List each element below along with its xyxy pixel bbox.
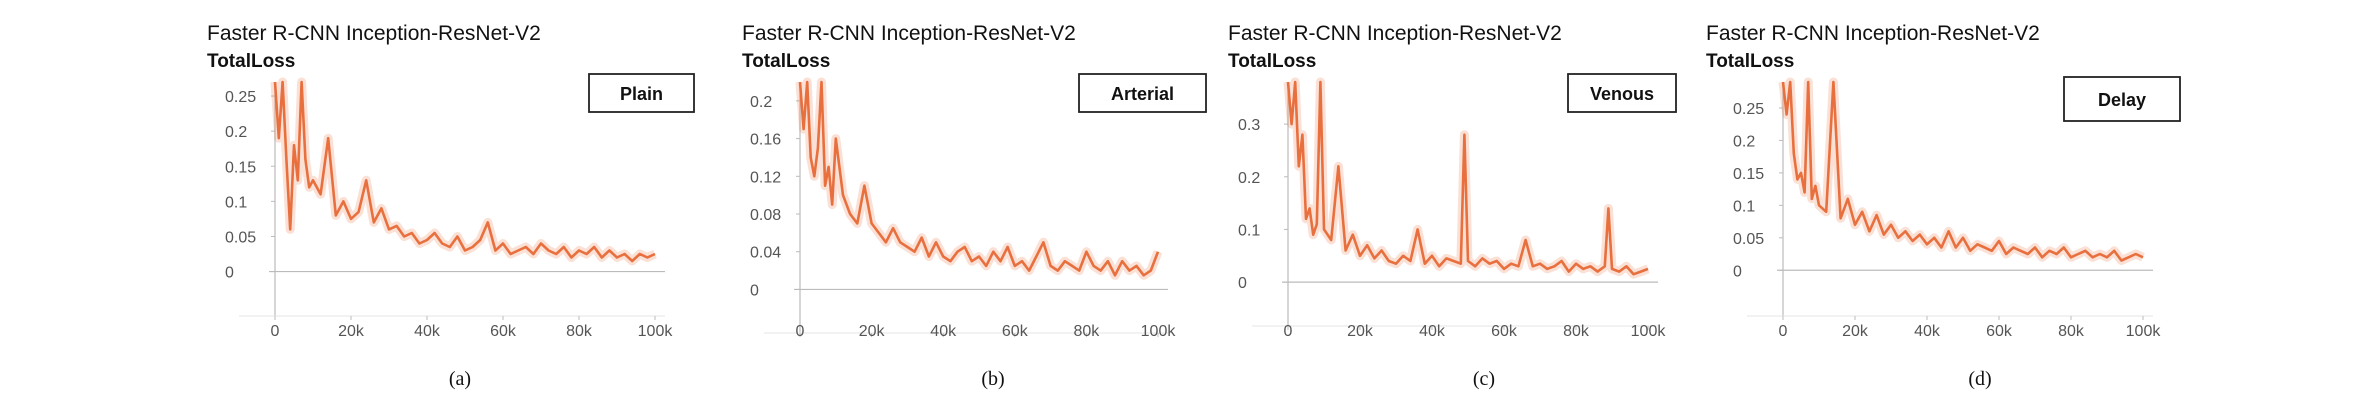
x-tick-label: 0 xyxy=(271,323,280,340)
y-tick-label: 0.2 xyxy=(750,94,772,111)
x-tick-label: 0 xyxy=(1779,323,1788,340)
y-tick-label: 0.1 xyxy=(225,194,247,211)
x-tick-label: 20k xyxy=(1842,323,1869,340)
x-tick-label: 20k xyxy=(859,323,886,340)
x-tick-label: 80k xyxy=(1563,323,1590,340)
x-tick-label: 80k xyxy=(1074,323,1101,340)
y-tick-label: 0.15 xyxy=(225,159,256,176)
x-tick-label: 0 xyxy=(796,323,805,340)
y-tick-label: 0 xyxy=(1733,263,1742,280)
x-tick-label: 80k xyxy=(566,323,593,340)
y-tick-label: 0.08 xyxy=(750,207,781,224)
y-tick-label: 0.25 xyxy=(1733,101,1764,118)
y-tick-label: 0.25 xyxy=(225,89,256,106)
legend-label: Plain xyxy=(620,84,663,104)
legend-box xyxy=(1567,73,1677,113)
legend-label: Delay xyxy=(2098,90,2146,110)
series-line xyxy=(273,80,656,263)
x-tick-label: 100k xyxy=(1141,323,1177,340)
chart-title: Faster R-CNN Inception-ResNet-V2 xyxy=(1228,22,1562,45)
chart-panel-d: Faster R-CNN Inception-ResNet-V2 TotalLos… xyxy=(1706,22,2181,390)
y-tick-label: 0.04 xyxy=(750,245,781,262)
chart-panel-b: Faster R-CNN Inception-ResNet-V2 TotalLos… xyxy=(742,22,1207,390)
x-tick-label: 80k xyxy=(2058,323,2085,340)
chart-title: Faster R-CNN Inception-ResNet-V2 xyxy=(207,22,541,45)
y-tick-label: 0.05 xyxy=(225,229,256,246)
panel-caption: (d) xyxy=(1968,368,1991,390)
x-tick-label: 20k xyxy=(1347,323,1374,340)
chart-panel-a: Faster R-CNN Inception-ResNet-V2 TotalLos… xyxy=(207,22,695,390)
y-tick-label: 0.1 xyxy=(1238,222,1260,239)
y-tick-label: 0.16 xyxy=(750,132,781,149)
y-tick-label: 0.2 xyxy=(225,124,247,141)
x-tick-label: 60k xyxy=(1002,323,1029,340)
x-tick-label: 40k xyxy=(930,323,957,340)
y-tick-label: 0.1 xyxy=(1733,198,1755,215)
legend-box xyxy=(2063,76,2181,122)
x-tick-label: 60k xyxy=(490,323,517,340)
legend-box xyxy=(588,73,695,113)
x-tick-label: 0 xyxy=(1284,323,1293,340)
panel-caption: (b) xyxy=(981,368,1004,390)
chart-title: Faster R-CNN Inception-ResNet-V2 xyxy=(742,22,1076,45)
y-tick-label: 0.12 xyxy=(750,169,781,186)
x-tick-label: 60k xyxy=(1491,323,1518,340)
x-tick-label: 100k xyxy=(638,323,674,340)
x-tick-label: 60k xyxy=(1986,323,2013,340)
legend-label: Arterial xyxy=(1111,84,1174,104)
y-tick-label: 0 xyxy=(750,282,759,299)
chart-subtitle: TotalLoss xyxy=(207,51,295,72)
x-tick-label: 20k xyxy=(338,323,365,340)
y-tick-label: 0.2 xyxy=(1238,170,1260,187)
y-tick-label: 0.15 xyxy=(1733,166,1764,183)
x-tick-label: 100k xyxy=(1631,323,1667,340)
x-tick-label: 40k xyxy=(1419,323,1446,340)
x-tick-label: 40k xyxy=(414,323,441,340)
chart-subtitle: TotalLoss xyxy=(742,51,830,72)
panel-caption: (a) xyxy=(449,368,471,390)
series-line xyxy=(1286,80,1649,276)
y-tick-label: 0.05 xyxy=(1733,231,1764,248)
y-tick-label: 0 xyxy=(1238,275,1247,292)
x-tick-label: 100k xyxy=(2126,323,2162,340)
chart-subtitle: TotalLoss xyxy=(1228,51,1316,72)
legend-label: Venous xyxy=(1590,84,1654,104)
y-tick-label: 0 xyxy=(225,265,234,282)
y-tick-label: 0.2 xyxy=(1733,133,1755,150)
series-line xyxy=(1781,80,2144,262)
y-tick-label: 0.3 xyxy=(1238,117,1260,134)
chart-subtitle: TotalLoss xyxy=(1706,51,1794,72)
panel-caption: (c) xyxy=(1473,368,1495,390)
series-line xyxy=(798,80,1160,277)
chart-title: Faster R-CNN Inception-ResNet-V2 xyxy=(1706,22,2040,45)
legend-box xyxy=(1078,73,1207,113)
x-tick-label: 40k xyxy=(1914,323,1941,340)
chart-panel-c: Faster R-CNN Inception-ResNet-V2 TotalLos… xyxy=(1228,22,1677,390)
